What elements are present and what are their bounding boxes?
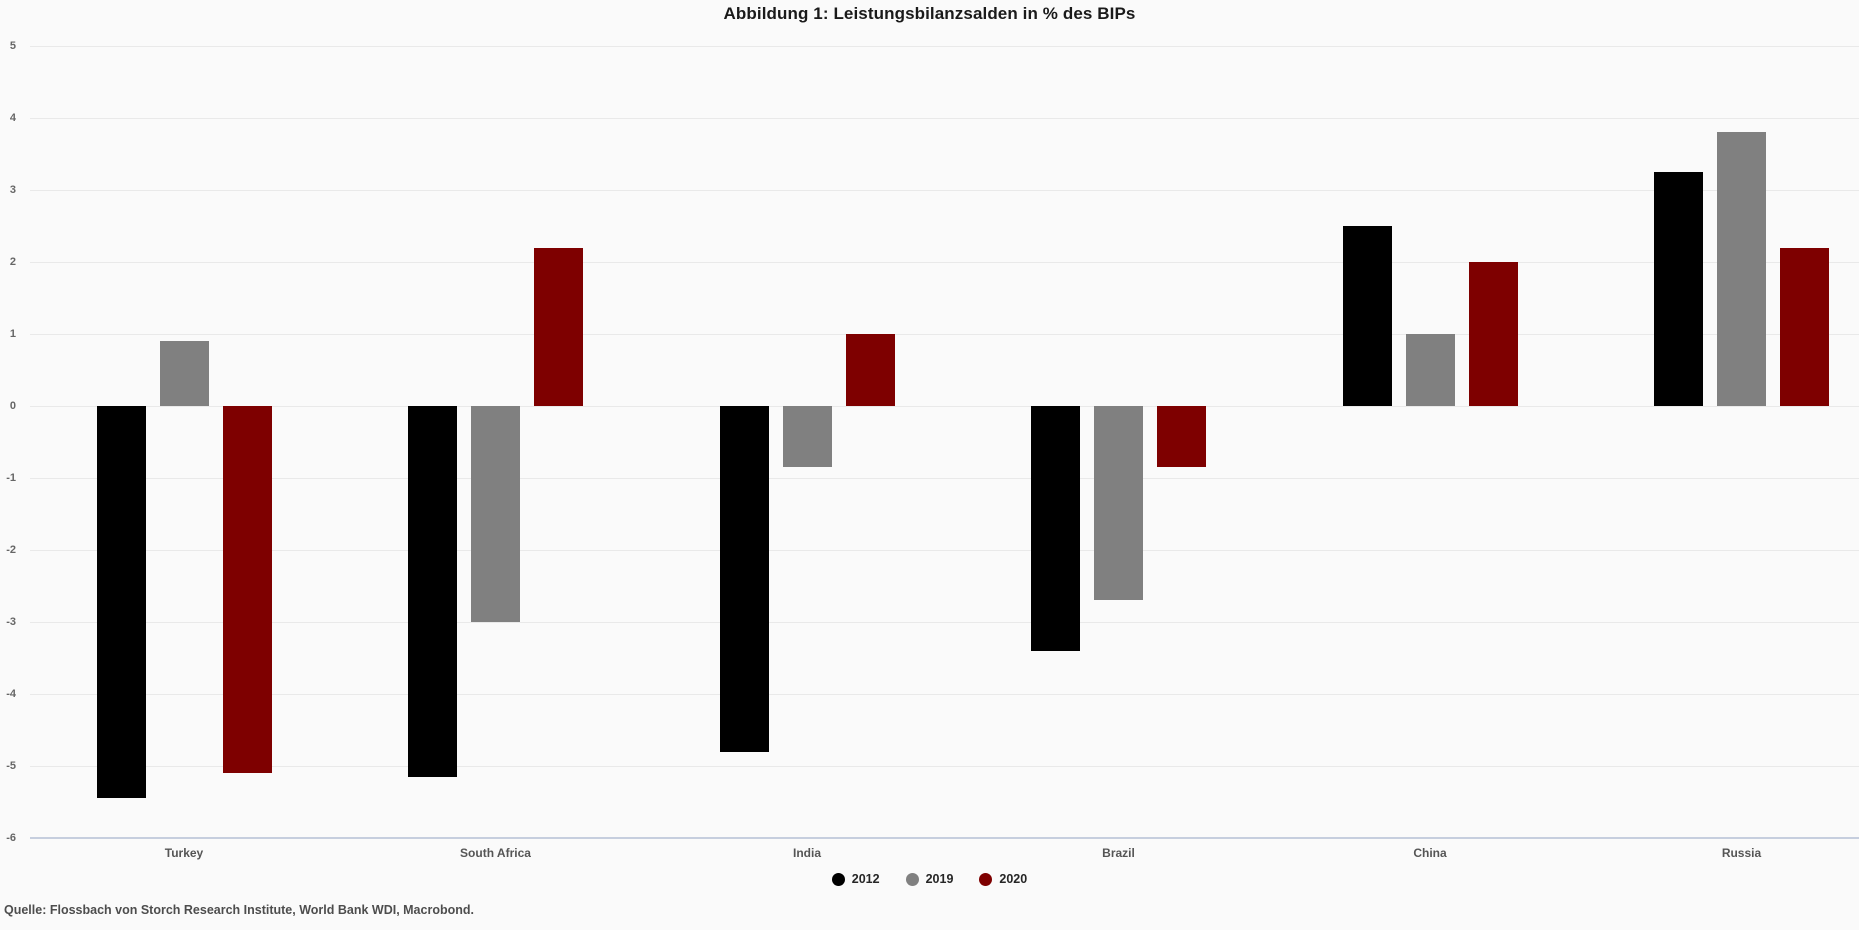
y-axis-tick-label: -2 [6,544,16,556]
x-axis-category-label: China [1413,846,1447,860]
legend-item-2012: 2012 [831,872,880,886]
gridline [30,46,1859,47]
bar-2020-russia [1780,247,1829,406]
gridline [30,766,1859,767]
y-axis-tick-label: 4 [9,112,16,124]
y-axis-tick-label: 5 [9,40,16,52]
chart-title: Abbildung 1: Leistungsbilanzsalden in % … [723,4,1136,23]
gridline [30,406,1859,407]
x-axis-category-label: Russia [1721,846,1762,860]
legend-label: 2020 [999,872,1028,886]
bar-2020-china [1468,262,1518,406]
legend-marker-icon [905,872,919,886]
bar-2012-russia [1654,172,1703,406]
bar-2020-turkey [222,406,272,774]
x-axis-category-label: Turkey [164,846,204,860]
gridline [30,190,1859,191]
x-axis-category-label: Brazil [1102,846,1135,860]
y-axis-tick-label: -1 [6,472,16,484]
bar-2019-china [1405,334,1455,406]
y-axis-tick-label: 1 [9,328,16,340]
bar-2019-brazil [1094,406,1143,601]
gridline [30,262,1859,263]
y-axis-tick-label: 2 [9,256,16,268]
x-axis-category-label: South Africa [460,846,531,860]
x-axis-baseline [30,837,1859,839]
bar-2020-india [845,334,895,406]
bar-2019-south-africa [471,406,520,622]
gridline [30,694,1859,695]
bar-2019-india [782,406,832,468]
gridline [30,550,1859,551]
source-note: Quelle: Flossbach von Storch Research In… [4,903,474,917]
y-axis-tick-label: -3 [6,616,16,628]
bar-2012-china [1342,226,1392,406]
bar-2020-brazil [1157,406,1206,468]
chart-legend: 2012 2019 2020 [0,872,1859,886]
bar-2012-south-africa [408,406,457,777]
legend-marker-icon [979,872,993,886]
bar-2012-india [719,406,769,752]
x-axis-category-label: India [792,846,821,860]
legend-item-2020: 2020 [979,872,1027,886]
y-axis-tick-label: 0 [9,400,16,412]
bar-2019-russia [1717,132,1766,406]
y-axis-tick-label: -6 [6,832,16,844]
bar-2012-turkey [96,406,146,799]
bar-2012-brazil [1031,406,1080,651]
y-axis-tick-label: -4 [6,688,16,700]
y-axis-tick-label: -5 [6,760,16,772]
legend-label: 2019 [925,872,954,886]
gridline [30,622,1859,623]
gridline [30,478,1859,479]
legend-label: 2012 [851,872,880,886]
bar-2020-south-africa [534,247,583,406]
gridline [30,118,1859,119]
gridline [30,334,1859,335]
legend-item-2019: 2019 [905,872,954,886]
y-axis-tick-label: 3 [9,184,16,196]
legend-marker-icon [831,872,845,886]
bar-2019-turkey [159,341,209,406]
